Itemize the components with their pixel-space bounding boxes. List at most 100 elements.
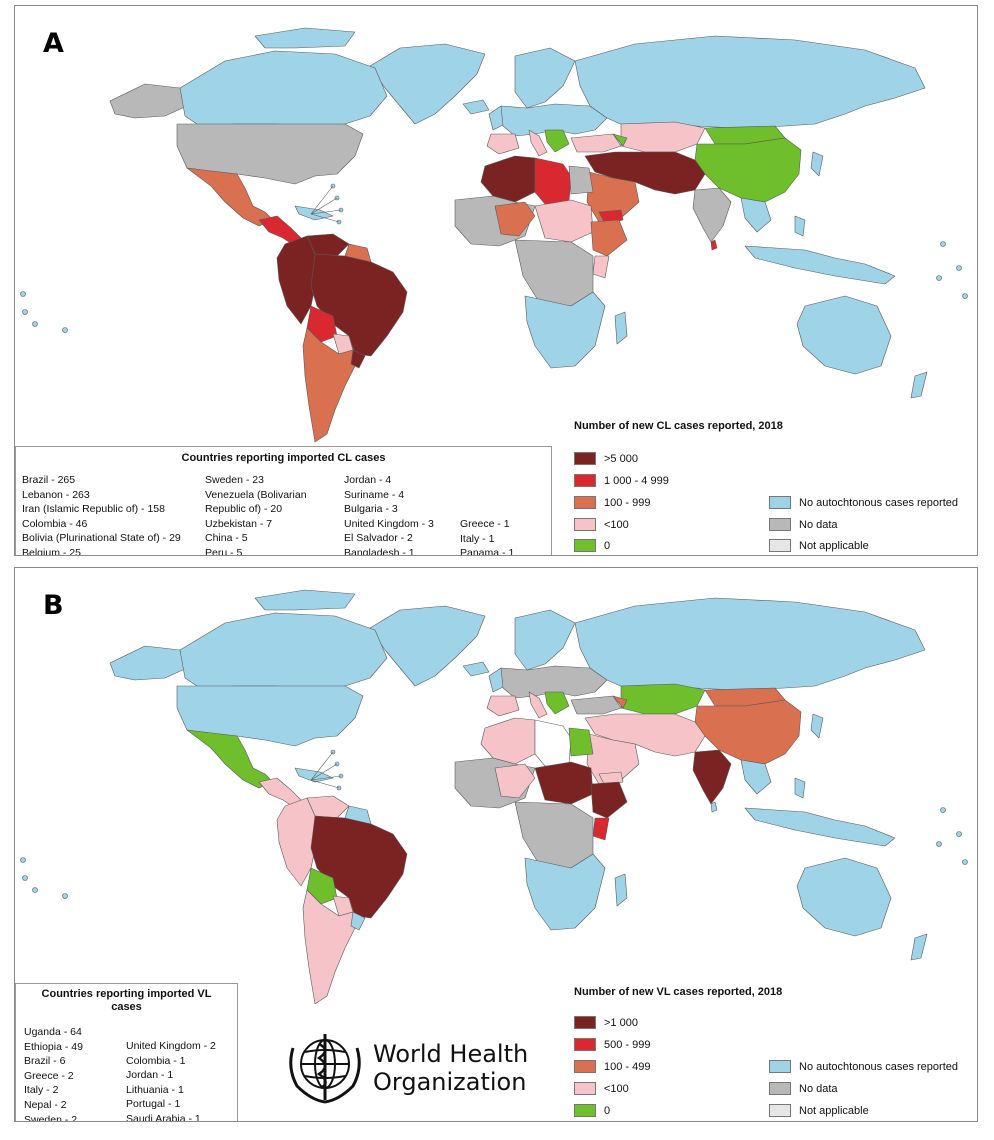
brazil — [310, 253, 408, 357]
legend-swatch — [574, 1038, 596, 1051]
philippines — [794, 215, 806, 237]
vl-legend-title: Number of new VL cases reported, 2018 — [574, 986, 783, 998]
cl-legend-item: >5 000 — [574, 452, 638, 465]
imported-cl-box: Countries reporting imported CL cases Br… — [15, 446, 552, 556]
vl-legend-item: <100 — [574, 1082, 629, 1095]
island — [956, 831, 962, 837]
italy — [528, 129, 548, 157]
legend-label: <100 — [604, 1082, 629, 1095]
imported-cl-col-1: Brazil - 265 Lebanon - 263 Iran (Islamic… — [22, 473, 181, 556]
scandinavia — [514, 47, 576, 109]
legend-label: 100 - 999 — [604, 496, 651, 509]
imported-item: Italy - 2 — [24, 1084, 59, 1097]
southern-africa — [524, 853, 606, 931]
philippines — [794, 777, 806, 799]
southern-cone — [302, 327, 356, 443]
balkans — [544, 129, 570, 153]
island — [22, 309, 28, 315]
legend-label: 0 — [604, 539, 611, 552]
caribbean — [294, 205, 334, 221]
imported-item: Jordan - 1 — [126, 1069, 174, 1082]
island — [962, 859, 968, 865]
legend-label: >5 000 — [604, 452, 638, 465]
bolivia — [306, 867, 338, 905]
cl-legend-item: <100 — [574, 518, 629, 531]
legend-swatch — [574, 474, 596, 487]
panel-b-label: B — [43, 590, 64, 621]
iberia — [486, 133, 520, 155]
imported-item: Belgium - 25 — [22, 546, 81, 556]
imported-vl-box: Countries reporting imported VL cases Ug… — [15, 983, 238, 1122]
island — [22, 875, 28, 881]
vl-legend-item: Not applicable — [769, 1104, 869, 1117]
india — [692, 749, 732, 805]
island — [936, 275, 942, 281]
greenland — [369, 43, 486, 125]
legend-swatch — [574, 1104, 596, 1117]
southern-cone — [302, 889, 356, 1005]
legend-swatch — [574, 518, 596, 531]
italy — [528, 691, 548, 719]
vl-legend-item: No data — [769, 1082, 838, 1095]
legend-label: 1 000 - 4 999 — [604, 474, 669, 487]
island — [62, 327, 68, 333]
russia — [574, 35, 926, 129]
indonesia — [744, 245, 896, 285]
imported-item: Jordan - 4 — [344, 474, 392, 486]
new-zealand — [910, 933, 928, 961]
kenya — [592, 817, 610, 841]
cl-map-panel: A Countries reporting imported CL cases … — [14, 5, 978, 556]
imported-item: Greece - 2 — [24, 1069, 74, 1082]
island — [956, 265, 962, 271]
vl-legend-item: No autochtonous cases reported — [769, 1060, 958, 1073]
legend-swatch — [574, 1016, 596, 1029]
australia — [796, 295, 892, 375]
panel-a-label: A — [43, 28, 64, 59]
who-logo: World Health Organization — [283, 1028, 528, 1108]
imported-item: Lithuania - 1 — [126, 1083, 184, 1096]
island — [940, 241, 946, 247]
island — [62, 893, 68, 899]
legend-swatch — [769, 1104, 791, 1117]
vl-legend-item: 0 — [574, 1104, 610, 1117]
imported-item: Republic of) - 20 — [205, 503, 283, 516]
legend-swatch — [574, 1060, 596, 1073]
legend-label: No data — [799, 1082, 838, 1095]
imported-cl-title: Countries reporting imported CL cases — [181, 452, 386, 464]
imported-item: Colombia - 46 — [22, 517, 88, 530]
maghreb — [480, 155, 536, 203]
horn-of-africa — [590, 781, 628, 819]
imported-item: Lebanon - 263 — [22, 488, 90, 501]
legend-swatch — [574, 1082, 596, 1095]
vl-map-panel: B Countries reporting imported VL cases … — [14, 567, 978, 1122]
turkey — [570, 695, 622, 715]
sri-lanka — [710, 801, 718, 813]
imported-item: Uzbekistan - 7 — [205, 517, 273, 530]
new-zealand — [910, 371, 928, 399]
legend-swatch — [769, 496, 791, 509]
canada — [179, 612, 388, 689]
uruguay — [350, 911, 366, 931]
legend-label: No data — [799, 518, 838, 531]
imported-item: Bulgaria - 3 — [344, 503, 398, 516]
cl-legend-item: 100 - 999 — [574, 496, 650, 509]
japan — [810, 151, 824, 177]
andean-north — [276, 235, 318, 325]
island — [940, 807, 946, 813]
cl-legend-item: No data — [769, 518, 838, 531]
sudan — [534, 761, 594, 805]
imported-item: Saudi Arabia - 1 — [126, 1112, 201, 1122]
iceland — [462, 661, 490, 677]
imported-item: Brazil - 6 — [24, 1055, 66, 1068]
island — [32, 887, 38, 893]
island — [20, 857, 26, 863]
imported-item: United Kingdom - 2 — [126, 1040, 216, 1052]
brazil — [310, 815, 408, 919]
imported-item: Greece - 1 — [460, 518, 510, 530]
imported-item: Suriname - 4 — [344, 488, 405, 501]
sahel — [494, 201, 536, 237]
legend-swatch — [769, 1082, 791, 1095]
vl-legend-item: 500 - 999 — [574, 1038, 650, 1051]
madagascar — [614, 311, 628, 345]
imported-item: China - 5 — [205, 532, 248, 545]
